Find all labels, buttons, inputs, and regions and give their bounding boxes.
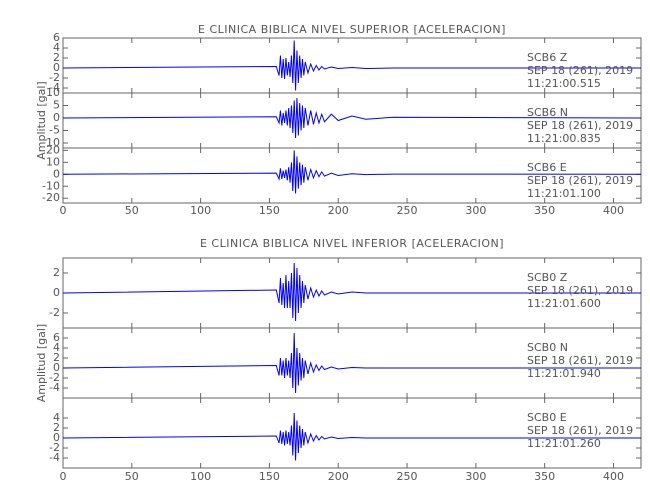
x-tick-label: 250 xyxy=(397,204,418,217)
y-tick-label: -10 xyxy=(42,136,60,149)
waveform xyxy=(62,332,641,394)
x-tick-label: 50 xyxy=(125,470,139,483)
trace-time: 11:21:01.100 xyxy=(527,187,601,200)
trace-station: SCB0 N xyxy=(527,341,568,354)
y-tick-label: 5 xyxy=(53,99,60,112)
trace-station: SCB6 N xyxy=(527,106,568,119)
trace-station: SCB0 Z xyxy=(527,271,568,284)
y-tick-label: 4 xyxy=(53,41,60,54)
y-tick-label: 0 xyxy=(53,61,60,74)
trace-time: 11:21:01.940 xyxy=(527,367,601,380)
x-tick-label: 0 xyxy=(60,470,67,483)
x-tick-label: 100 xyxy=(190,470,211,483)
y-tick-label: 2 xyxy=(53,351,60,364)
y-tick-label: 4 xyxy=(53,411,60,424)
y-tick-label: 10 xyxy=(46,86,60,99)
y-tick-label: -5 xyxy=(49,124,60,137)
x-tick-label: 300 xyxy=(465,470,486,483)
y-tick-label: 0 xyxy=(53,361,60,374)
trace-date: SEP 18 (261), 2019 xyxy=(527,119,633,132)
y-tick-label: -4 xyxy=(49,451,60,464)
y-tick-label: 6 xyxy=(53,31,60,44)
trace-date: SEP 18 (261), 2019 xyxy=(527,284,633,297)
y-tick-label: -2 xyxy=(49,71,60,84)
x-tick-label: 150 xyxy=(259,204,280,217)
waveform xyxy=(62,97,642,139)
x-tick-label: 250 xyxy=(397,470,418,483)
y-tick-label: 10 xyxy=(46,155,60,168)
panel-frame xyxy=(62,397,642,469)
x-tick-label: 100 xyxy=(190,204,211,217)
y-tick-label: -2 xyxy=(49,371,60,384)
x-tick-label: 200 xyxy=(328,204,349,217)
y-tick-label: 2 xyxy=(53,421,60,434)
x-tick-label: 400 xyxy=(603,204,624,217)
waveform xyxy=(62,262,641,322)
panel-frame xyxy=(62,147,642,204)
y-tick-label: -4 xyxy=(49,81,60,94)
x-tick-label: 350 xyxy=(534,204,555,217)
trace-time: 11:21:01.260 xyxy=(527,437,601,450)
y-tick-label: -20 xyxy=(42,191,60,204)
trace-station: SCB0 E xyxy=(527,411,567,424)
x-tick-label: 200 xyxy=(328,470,349,483)
x-tick-label: 300 xyxy=(465,204,486,217)
chart-title: E CLINICA BIBLICA NIVEL INFERIOR [ACELER… xyxy=(200,237,504,250)
x-tick-label: 400 xyxy=(603,470,624,483)
x-tick-label: 350 xyxy=(534,470,555,483)
y-axis-label: Amplitud [gal] xyxy=(35,324,48,402)
y-tick-label: -2 xyxy=(49,441,60,454)
trace-date: SEP 18 (261), 2019 xyxy=(527,354,633,367)
y-tick-label: 4 xyxy=(53,341,60,354)
y-tick-label: 0 xyxy=(53,167,60,180)
trace-time: 11:21:01.600 xyxy=(527,297,601,310)
y-tick-label: 2 xyxy=(53,266,60,279)
y-tick-label: -2 xyxy=(49,306,60,319)
chart-title: E CLINICA BIBLICA NIVEL SUPERIOR [ACELER… xyxy=(198,23,506,36)
waveform xyxy=(62,412,641,461)
x-tick-label: 150 xyxy=(259,470,280,483)
y-tick-label: 20 xyxy=(46,143,60,156)
x-tick-label: 0 xyxy=(60,204,67,217)
waveform xyxy=(62,150,642,194)
y-tick-label: 0 xyxy=(53,111,60,124)
trace-time: 11:21:00.515 xyxy=(527,77,601,90)
trace-station: SCB6 E xyxy=(527,161,567,174)
y-tick-label: 0 xyxy=(53,431,60,444)
x-tick-label: 50 xyxy=(125,204,139,217)
trace-time: 11:21:00.835 xyxy=(527,132,601,145)
y-tick-label: 0 xyxy=(53,286,60,299)
y-tick-label: -4 xyxy=(49,381,60,394)
trace-date: SEP 18 (261), 2019 xyxy=(527,424,633,437)
trace-date: SEP 18 (261), 2019 xyxy=(527,174,633,187)
y-axis-label: Amplitud [gal] xyxy=(35,81,48,159)
trace-date: SEP 18 (261), 2019 xyxy=(527,64,633,77)
waveform xyxy=(62,40,641,91)
y-tick-label: -10 xyxy=(42,179,60,192)
y-tick-label: 6 xyxy=(53,331,60,344)
trace-station: SCB6 Z xyxy=(527,51,568,64)
y-tick-label: 2 xyxy=(53,51,60,64)
